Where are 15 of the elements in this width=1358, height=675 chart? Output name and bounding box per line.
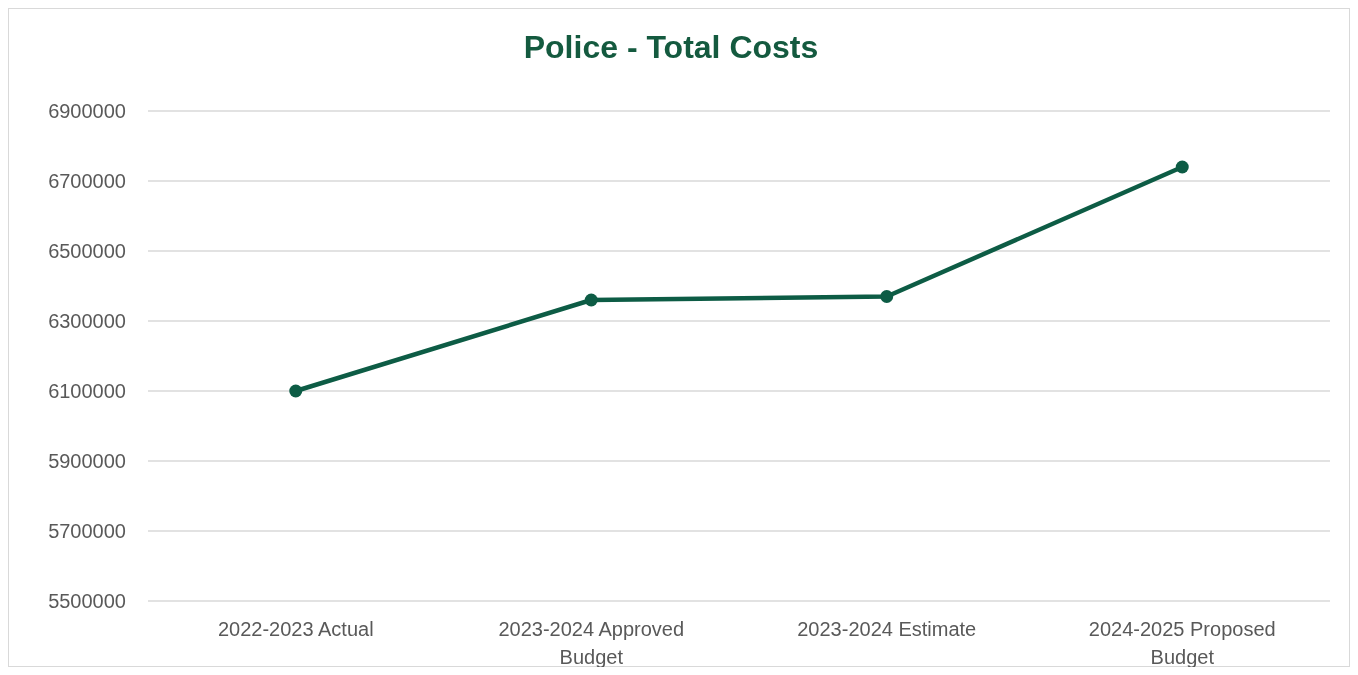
x-tick-label: 2023-2024 Estimate — [797, 618, 977, 640]
y-tick-label: 6700000 — [48, 170, 126, 192]
y-tick-label: 5700000 — [48, 520, 126, 542]
y-tick-label: 5900000 — [48, 450, 126, 472]
point — [289, 384, 303, 398]
chart-title: Police - Total Costs — [523, 29, 819, 65]
y-tick-label: 6300000 — [48, 310, 126, 332]
y-tick-label: 6100000 — [48, 380, 126, 402]
y-tick-label: 6900000 — [48, 100, 126, 122]
y-tick-label: 6500000 — [48, 240, 126, 262]
y-tick-label: 5500000 — [48, 590, 126, 612]
x-tick-label: 2022-2023 Actual — [217, 618, 374, 640]
point — [880, 290, 894, 303]
point — [1175, 160, 1189, 174]
point — [584, 293, 598, 307]
